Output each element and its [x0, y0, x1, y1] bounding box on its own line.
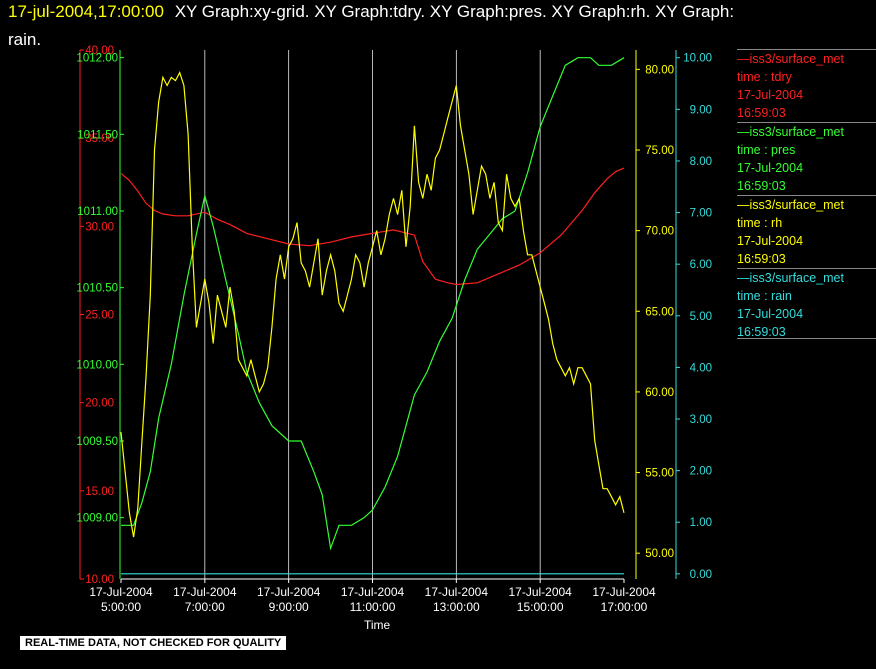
y-tick-label-rain: 10.00 — [683, 53, 712, 65]
x-tick-label-date: 17-Jul-2004 — [173, 585, 237, 599]
legend-entry-text: 17-Jul-2004 — [737, 161, 804, 175]
x-tick-label-date: 17-Jul-2004 — [89, 585, 153, 599]
y-tick-label-rain: 9.00 — [690, 104, 712, 116]
y-tick-label-tdry: 20.00 — [85, 398, 114, 410]
y-tick-label-tdry: 30.00 — [85, 221, 114, 233]
legend-separator — [737, 268, 876, 269]
legend-separator — [737, 49, 876, 50]
y-tick-label-rain: 5.00 — [690, 311, 712, 323]
x-tick-label-time: 15:00:00 — [517, 600, 564, 614]
legend-entry-text: 16:59:03 — [737, 325, 786, 339]
x-tick-label-date: 17-Jul-2004 — [341, 585, 405, 599]
legend-entry-text: time : pres — [737, 143, 796, 157]
legend-separator — [737, 122, 876, 123]
x-tick-label-time: 7:00:00 — [185, 600, 225, 614]
y-tick-label-rain: 8.00 — [690, 156, 712, 168]
x-axis-label: Time — [364, 618, 391, 632]
header-graph-list: XY Graph:xy-grid. XY Graph:tdry. XY Grap… — [174, 2, 735, 21]
y-tick-label-rh: 75.00 — [645, 145, 674, 157]
x-tick-label-date: 17-Jul-2004 — [257, 585, 321, 599]
x-tick-label-date: 17-Jul-2004 — [425, 585, 489, 599]
y-tick-label-rh: 70.00 — [645, 226, 674, 238]
y-tick-label-rh: 60.00 — [645, 387, 674, 399]
x-tick-label-time: 17:00:00 — [601, 600, 648, 614]
y-tick-label-rain: 6.00 — [690, 259, 712, 271]
x-tick-label-time: 11:00:00 — [350, 600, 396, 614]
y-tick-label-rain: 4.00 — [690, 362, 712, 374]
legend-entry-text: 17-Jul-2004 — [737, 307, 804, 321]
y-tick-label-pres: 1010.50 — [76, 283, 118, 295]
legend-entry-text: 17-Jul-2004 — [737, 234, 804, 248]
legend-entry-text: time : tdry — [737, 70, 792, 84]
legend-separator — [737, 338, 876, 339]
legend-entry-text: time : rain — [737, 289, 792, 303]
series-line-pres — [121, 57, 625, 551]
y-tick-label-rain: 0.00 — [690, 569, 712, 581]
y-tick-label-rh: 50.00 — [645, 548, 674, 560]
x-tick-label-time: 5:00:00 — [101, 600, 141, 614]
y-tick-label-tdry: 15.00 — [85, 486, 114, 498]
y-tick-label-pres: 1012.00 — [76, 53, 118, 65]
y-tick-label-rh: 65.00 — [645, 306, 674, 318]
quality-notice: REAL-TIME DATA, NOT CHECKED FOR QUALITY — [20, 636, 287, 650]
legend-entry-text: 16:59:03 — [737, 179, 786, 193]
y-tick-label-tdry: 35.00 — [85, 133, 114, 145]
legend-entry-text: 16:59:03 — [737, 106, 786, 120]
legend-entry-text: 16:59:03 — [737, 252, 786, 266]
legend-entry-text: —iss3/surface_met — [737, 271, 844, 285]
y-tick-label-rain: 7.00 — [690, 208, 712, 220]
y-tick-label-tdry: 25.00 — [85, 310, 114, 322]
y-tick-label-pres: 1009.50 — [76, 436, 118, 448]
y-tick-label-rain: 2.00 — [690, 466, 712, 478]
legend-entry-text: time : rh — [737, 216, 783, 230]
legend-entry-text: —iss3/surface_met — [737, 125, 844, 139]
x-tick-label-date: 17-Jul-2004 — [508, 585, 572, 599]
y-tick-label-pres: 1009.00 — [76, 513, 118, 525]
y-tick-label-tdry: 40.00 — [85, 45, 114, 57]
x-tick-label-time: 13:00:00 — [433, 600, 480, 614]
series-line-tdry — [120, 167, 625, 286]
y-tick-label-pres: 1011.50 — [77, 129, 118, 141]
x-tick-label-date: 17-Jul-2004 — [592, 585, 656, 599]
legend-entry-text: —iss3/surface_met — [737, 198, 844, 212]
header-title-line-1: 17-jul-2004,17:00:00 XY Graph:xy-grid. X… — [8, 2, 734, 22]
y-tick-label-tdry: 10.00 — [85, 574, 114, 586]
x-tick-label-time: 9:00:00 — [269, 600, 309, 614]
y-tick-label-pres: 1011.00 — [77, 206, 118, 218]
header-title-line-2: rain. — [8, 30, 42, 49]
y-tick-label-pres: 1010.00 — [76, 359, 118, 371]
y-tick-label-rh: 55.00 — [645, 468, 674, 480]
legend-separator — [737, 195, 876, 196]
y-tick-label-rh: 80.00 — [645, 64, 674, 76]
legend-entry-text: —iss3/surface_met — [737, 52, 844, 66]
series-line-rh — [120, 71, 625, 538]
y-tick-label-rain: 3.00 — [690, 414, 712, 426]
legend-entry-text: 17-Jul-2004 — [737, 88, 804, 102]
y-tick-label-rain: 1.00 — [690, 517, 712, 529]
header-time-label: 17-jul-2004,17:00:00 — [8, 2, 164, 21]
